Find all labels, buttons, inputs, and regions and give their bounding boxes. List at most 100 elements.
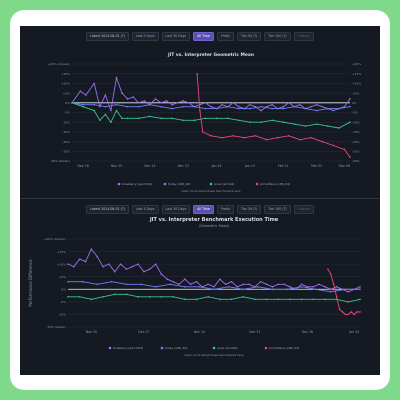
tier-50-button[interactable]: Tier 50 (?) [236,204,262,214]
data-point-fyday[interactable] [315,109,318,112]
data-point-jorex[interactable] [326,125,329,127]
data-point-blueberry[interactable] [154,98,157,100]
data-point-jorex[interactable] [265,298,268,301]
data-point-blueberry[interactable] [104,94,107,96]
data-point-primefieus[interactable] [210,134,212,137]
data-point-blueberry[interactable] [332,109,335,112]
data-point-blueberry[interactable] [96,255,98,258]
data-point-fyday[interactable] [82,103,84,106]
data-point-blueberry[interactable] [121,92,123,94]
last-5-days-button[interactable]: Last 5 Days [131,31,159,41]
data-point-blueberry[interactable] [102,265,104,268]
data-point-jorex[interactable] [125,293,128,296]
data-point-primefieus[interactable] [254,134,257,137]
data-point-fyday[interactable] [304,107,307,110]
data-point-fyday[interactable] [171,107,173,110]
data-point-primefieus[interactable] [299,138,301,141]
data-point-blueberry[interactable] [238,105,240,108]
data-point-blueberry[interactable] [79,90,82,92]
data-point-fyday[interactable] [198,285,201,288]
data-point-blueberry[interactable] [84,260,87,263]
data-point-jorex[interactable] [82,105,84,108]
data-point-blueberry[interactable] [230,280,233,283]
data-point-primefieus[interactable] [327,268,329,270]
data-point-blueberry[interactable] [288,102,290,104]
data-point-jorex[interactable] [300,298,303,301]
data-point-blueberry[interactable] [330,288,332,291]
data-point-blueberry[interactable] [143,270,145,273]
data-point-jorex[interactable] [282,121,285,123]
chart-footnote-link[interactable]: Learn more about these benchmarks here [185,353,244,357]
data-point-blueberry[interactable] [224,283,227,286]
data-point-blueberry[interactable] [171,103,173,106]
data-point-primefieus[interactable] [353,313,355,316]
legend-label-primefieus[interactable]: primefieus (x86_64) [269,346,299,350]
data-point-jorex[interactable] [137,296,139,298]
data-point-fyday[interactable] [271,107,273,110]
legend-label-blueberry[interactable]: blueberry (aarch64) [122,182,152,186]
legend-label-fyday[interactable]: fyday (x86_64) [165,346,188,350]
legend-label-blueberry[interactable]: blueberry (aarch64) [113,346,143,350]
data-point-primefieus[interactable] [232,134,235,137]
data-point-jorex[interactable] [349,121,351,123]
data-point-jorex[interactable] [104,113,107,116]
data-point-fyday[interactable] [286,288,288,291]
data-point-primefieus[interactable] [350,311,353,313]
data-point-fyday[interactable] [227,285,230,288]
data-point-blueberry[interactable] [90,248,93,250]
date-range-select[interactable]: Latest 2024-08-01 (?) [86,31,129,41]
data-point-fyday[interactable] [126,105,129,108]
data-point-jorex[interactable] [215,117,218,120]
data-point-blueberry[interactable] [359,285,361,288]
data-point-blueberry[interactable] [126,98,129,100]
data-point-jorex[interactable] [219,298,221,301]
data-point-jorex[interactable] [160,296,163,298]
data-point-primefieus[interactable] [344,313,347,316]
data-point-blueberry[interactable] [178,283,180,286]
data-point-blueberry[interactable] [125,268,128,270]
data-point-jorex[interactable] [260,121,262,123]
data-point-blueberry[interactable] [232,102,235,104]
data-point-blueberry[interactable] [299,103,301,106]
data-point-primefieus[interactable] [199,109,201,112]
data-point-primefieus[interactable] [288,134,290,137]
data-point-blueberry[interactable] [283,283,285,286]
legend-label-jorex[interactable]: jorex (arm64) [216,346,237,350]
data-point-blueberry[interactable] [78,258,81,260]
data-point-fyday[interactable] [169,283,171,286]
last-5-days-button[interactable]: Last 5 Days [131,204,159,214]
data-point-jorex[interactable] [347,301,350,303]
data-point-fyday[interactable] [140,283,142,286]
data-point-primefieus[interactable] [221,136,223,139]
data-point-blueberry[interactable] [204,102,207,104]
data-point-fyday[interactable] [160,105,162,108]
data-point-blueberry[interactable] [108,263,110,265]
data-point-fyday[interactable] [260,105,262,108]
all-time-button[interactable]: All Time [193,31,214,41]
data-point-blueberry[interactable] [195,280,198,283]
data-point-blueberry[interactable] [115,76,118,79]
data-point-jorex[interactable] [226,117,229,120]
data-point-primefieus[interactable] [335,296,338,298]
data-point-fyday[interactable] [149,103,151,106]
data-point-jorex[interactable] [160,117,162,120]
data-point-fyday[interactable] [193,105,196,108]
data-point-blueberry[interactable] [321,105,324,108]
data-point-fyday[interactable] [81,280,84,283]
data-point-jorex[interactable] [249,121,251,123]
data-point-jorex[interactable] [324,298,326,301]
data-point-blueberry[interactable] [242,283,244,286]
data-point-jorex[interactable] [184,298,186,301]
data-point-blueberry[interactable] [143,100,146,102]
data-point-fyday[interactable] [215,107,218,110]
data-point-blueberry[interactable] [219,278,221,281]
data-point-blueberry[interactable] [176,102,179,104]
data-point-blueberry[interactable] [312,285,315,288]
data-point-blueberry[interactable] [260,109,262,112]
data-point-jorex[interactable] [277,298,280,301]
data-point-fyday[interactable] [125,283,128,286]
data-point-blueberry[interactable] [160,273,163,275]
data-point-blueberry[interactable] [187,102,190,104]
data-point-fyday[interactable] [93,103,96,106]
data-point-fyday[interactable] [111,280,113,283]
